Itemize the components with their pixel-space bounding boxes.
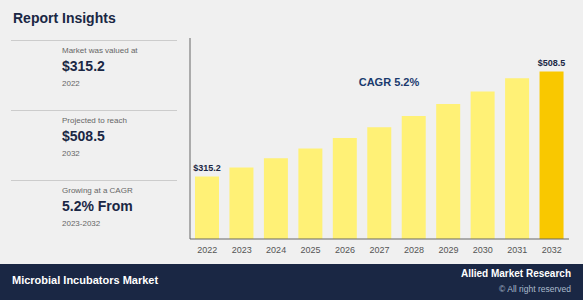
svg-text:$315.2: $315.2 <box>193 163 221 173</box>
html-text:Allied Market Research: Allied Market Research <box>460 268 571 279</box>
svg-text:2025: 2025 <box>301 245 321 255</box>
svg-text:2031: 2031 <box>507 245 527 255</box>
html-text:Growing at a CAGR: Growing at a CAGR <box>62 186 133 195</box>
html-text:Report Insights: Report Insights <box>13 10 116 26</box>
svg-text:2023: 2023 <box>232 245 252 255</box>
html-text:$508.5: $508.5 <box>62 128 105 144</box>
svg-text:$508.5: $508.5 <box>538 58 566 68</box>
svg-text:2027: 2027 <box>369 245 389 255</box>
html-text:5.2% From: 5.2% From <box>62 198 133 214</box>
svg-text:2032: 2032 <box>542 245 562 255</box>
html-text:Microbial Incubators Market: Microbial Incubators Market <box>12 274 159 286</box>
html-text:2023-2032: 2023-2032 <box>62 219 101 228</box>
svg-text:2026: 2026 <box>335 245 355 255</box>
html-text:Projected to reach: Projected to reach <box>62 116 127 125</box>
html-text:Market was valued at: Market was valued at <box>62 46 138 55</box>
svg-text:2030: 2030 <box>473 245 493 255</box>
html-text:© All right reserved: © All right reserved <box>499 284 571 294</box>
svg-text:2029: 2029 <box>438 245 458 255</box>
svg-text:2028: 2028 <box>404 245 424 255</box>
html-text:2022: 2022 <box>62 79 80 88</box>
html-text:$315.2: $315.2 <box>62 58 105 74</box>
html-text:CAGR 5.2%: CAGR 5.2% <box>358 76 420 88</box>
svg-text:2024: 2024 <box>266 245 286 255</box>
svg-text:2022: 2022 <box>197 245 217 255</box>
html-text:2032: 2032 <box>62 149 80 158</box>
